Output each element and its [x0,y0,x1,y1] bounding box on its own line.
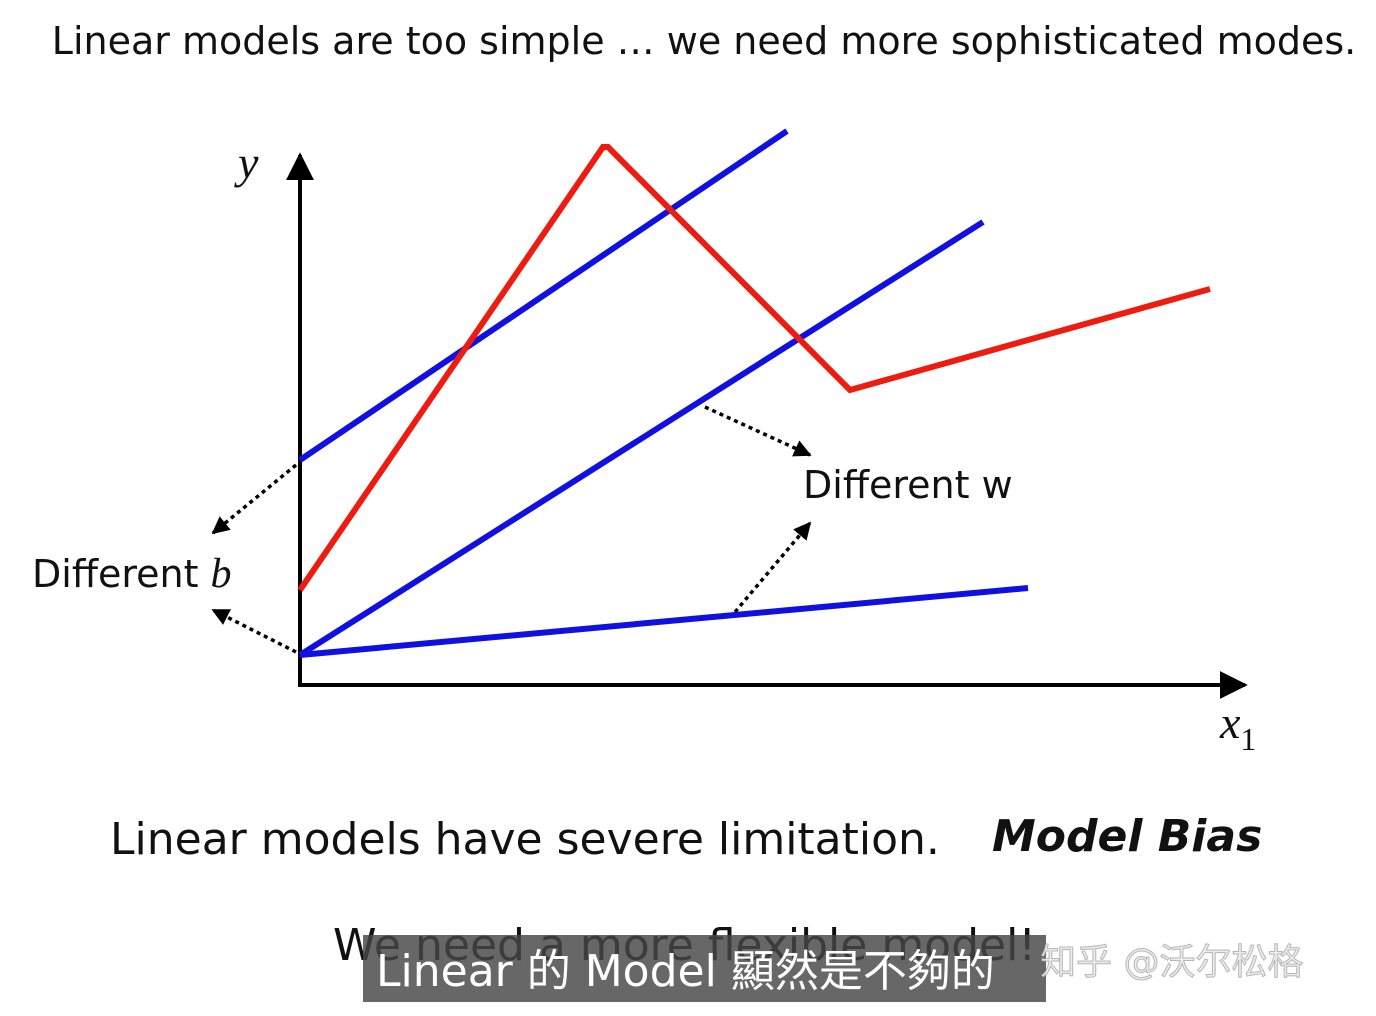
x-axis-label-base: x [1219,697,1241,748]
annotation-arrow [211,463,298,535]
keyword: Model Bias [992,811,1262,862]
different-b-text: Different [32,552,199,596]
target-curve [297,144,1211,592]
subtitle-box [363,935,1046,1002]
linear-line [299,585,1029,658]
linear-line [298,219,985,658]
annotation-arrow [704,405,812,457]
annotation-arrow [211,608,297,654]
x-axis-label-subscript: 1 [1240,721,1256,757]
x-axis-label: x1 [1219,697,1256,757]
statement: Linear models have severe limitation. [110,814,940,865]
different-b-variable: b [211,551,232,597]
slide-title: Linear models are too simple … we need m… [52,19,1356,63]
watermark: 知乎 @沃尔松格 [1040,942,1303,983]
different-b-label: Different b [32,551,232,597]
different-w-label: Different w [803,463,1013,507]
subtitle: Linear 的 Model 顯然是不夠的 [376,946,995,997]
y-axis-label: y [234,137,259,188]
annotation-arrow [733,521,812,614]
linear-line [298,128,789,463]
